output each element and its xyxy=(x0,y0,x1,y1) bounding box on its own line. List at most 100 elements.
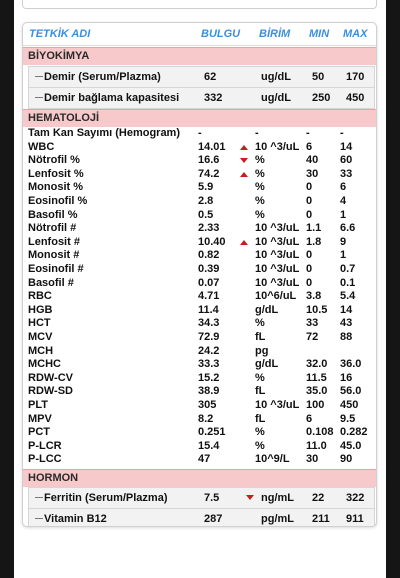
min-value: 0.108 xyxy=(306,426,334,438)
test-name: Nötrofil # xyxy=(28,222,77,234)
result-value: - xyxy=(198,127,202,139)
min-value: 11.5 xyxy=(306,372,327,384)
unit: g/dL xyxy=(255,358,279,370)
unit: - xyxy=(255,127,259,139)
max-value: - xyxy=(340,127,344,139)
unit: pg/mL xyxy=(261,513,294,525)
result-row: MCV 72.9 fL 72 88 xyxy=(28,331,373,344)
header-result: BULGU xyxy=(201,28,241,40)
result-row: P-LCR 15.4% 11.0 45.0 xyxy=(28,440,373,453)
result-value: 4.71 xyxy=(198,290,220,302)
min-value: 0 xyxy=(306,209,313,221)
result-value: 38.9 xyxy=(198,385,220,397)
result-value: 7.5 xyxy=(204,492,220,504)
result-value: 72.9 xyxy=(198,331,220,343)
test-name: Nötrofil % xyxy=(28,154,80,166)
result-value: 287 xyxy=(204,513,223,525)
screen-border-right xyxy=(386,0,400,578)
result-value: 2.8 xyxy=(198,195,214,207)
result-value: 16.6 xyxy=(198,154,220,166)
min-value: 11.0 xyxy=(306,440,327,452)
unit: pg xyxy=(255,345,269,357)
max-value: 4 xyxy=(340,195,347,207)
min-value: 35.0 xyxy=(306,385,328,397)
max-value: 16 xyxy=(340,372,353,384)
result-row: Nötrofil # 2.33 10 ^3/uL 1.1 6.6 xyxy=(28,222,373,235)
min-value: 0 xyxy=(306,181,313,193)
test-name: PCT xyxy=(28,426,50,438)
test-name: P-LCR xyxy=(28,440,62,452)
unit: % xyxy=(255,195,265,207)
tree-connector xyxy=(35,76,43,77)
result-row: Basofil # 0.07 10 ^3/uL 0 0.1 xyxy=(28,277,373,290)
tree-connector xyxy=(35,497,43,498)
high-flag-arrow-icon xyxy=(240,240,248,245)
test-name: RDW-CV xyxy=(28,372,73,384)
header-max: MAX xyxy=(343,28,368,40)
test-name: Tam Kan Sayımı (Hemogram) xyxy=(28,127,181,139)
section-header: BİYOKİMYA xyxy=(23,47,376,65)
section-title: BİYOKİMYA xyxy=(28,50,90,62)
max-value: 56.0 xyxy=(340,385,362,397)
result-row: Lenfosit # 10.40 10 ^3/uL 1.8 9 xyxy=(28,236,373,249)
test-name: MCV xyxy=(28,331,53,343)
result-row: Demir (Serum/Plazma) 62 ug/dL 50 170 xyxy=(28,66,375,88)
min-value: 250 xyxy=(312,92,331,104)
min-value: 33 xyxy=(306,317,319,329)
max-value: 5.4 xyxy=(340,290,356,302)
test-name: Ferritin (Serum/Plazma) xyxy=(44,492,168,504)
min-value: 1.1 xyxy=(306,222,322,234)
max-value: 0.7 xyxy=(340,263,356,275)
max-value: 14 xyxy=(340,141,353,153)
unit: 10 ^3/uL xyxy=(255,399,300,411)
unit: ug/dL xyxy=(261,71,291,83)
test-name: Basofil % xyxy=(28,209,78,221)
max-value: 6 xyxy=(340,181,347,193)
max-value: 6.6 xyxy=(340,222,356,234)
max-value: 1 xyxy=(340,209,347,221)
min-value: 0 xyxy=(306,195,313,207)
test-name: Monosit % xyxy=(28,181,83,193)
result-value: 33.3 xyxy=(198,358,220,370)
min-value: 6 xyxy=(306,141,313,153)
header-test-name: TETKİK ADI xyxy=(29,28,91,40)
header-unit: BİRİM xyxy=(259,28,291,40)
test-name: Demir bağlama kapasitesi xyxy=(44,92,180,104)
test-name: Lenfosit # xyxy=(28,236,80,248)
max-value: 911 xyxy=(346,513,364,525)
min-value: 3.8 xyxy=(306,290,322,302)
test-name: Demir (Serum/Plazma) xyxy=(44,71,161,83)
max-value: 9 xyxy=(340,236,347,248)
min-value: 40 xyxy=(306,154,319,166)
result-row: PLT 305 10 ^3/uL 100 450 xyxy=(28,399,373,412)
test-name: PLT xyxy=(28,399,48,411)
result-row: HGB 11.4 g/dL 10.5 14 xyxy=(28,304,373,317)
unit: 10 ^3/uL xyxy=(255,236,300,248)
result-value: 0.82 xyxy=(198,249,220,261)
max-value: 43 xyxy=(340,317,353,329)
test-name: Eosinofil # xyxy=(28,263,84,275)
section-title: HEMATOLOJİ xyxy=(28,112,100,124)
test-name: RDW-SD xyxy=(28,385,73,397)
test-name: Basofil # xyxy=(28,277,74,289)
max-value: 88 xyxy=(340,331,353,343)
result-row: MCH 24.2 pg xyxy=(28,345,373,358)
max-value: 60 xyxy=(340,154,353,166)
result-value: 305 xyxy=(198,399,217,411)
result-row: MCHC 33.3 g/dL 32.0 36.0 xyxy=(28,358,373,371)
unit: fL xyxy=(255,385,266,397)
table-header: TETKİK ADI BULGU BİRİM MIN MAX xyxy=(23,23,376,46)
result-value: 0.251 xyxy=(198,426,226,438)
lab-results-card: TETKİK ADI BULGU BİRİM MIN MAX BİYOKİMYA… xyxy=(22,22,377,527)
result-value: 62 xyxy=(204,71,217,83)
low-flag-arrow-icon xyxy=(246,495,254,500)
previous-card-bottom xyxy=(22,0,377,9)
result-row: Tam Kan Sayımı (Hemogram) - - - - xyxy=(28,127,373,140)
result-row: MPV 8.2 fL 6 9.5 xyxy=(28,413,373,426)
result-value: 332 xyxy=(204,92,223,104)
result-value: 8.2 xyxy=(198,413,214,425)
result-value: 5.9 xyxy=(198,181,214,193)
unit: % xyxy=(255,317,265,329)
unit: g/dL xyxy=(255,304,279,316)
unit: 10^9/L xyxy=(255,453,290,465)
